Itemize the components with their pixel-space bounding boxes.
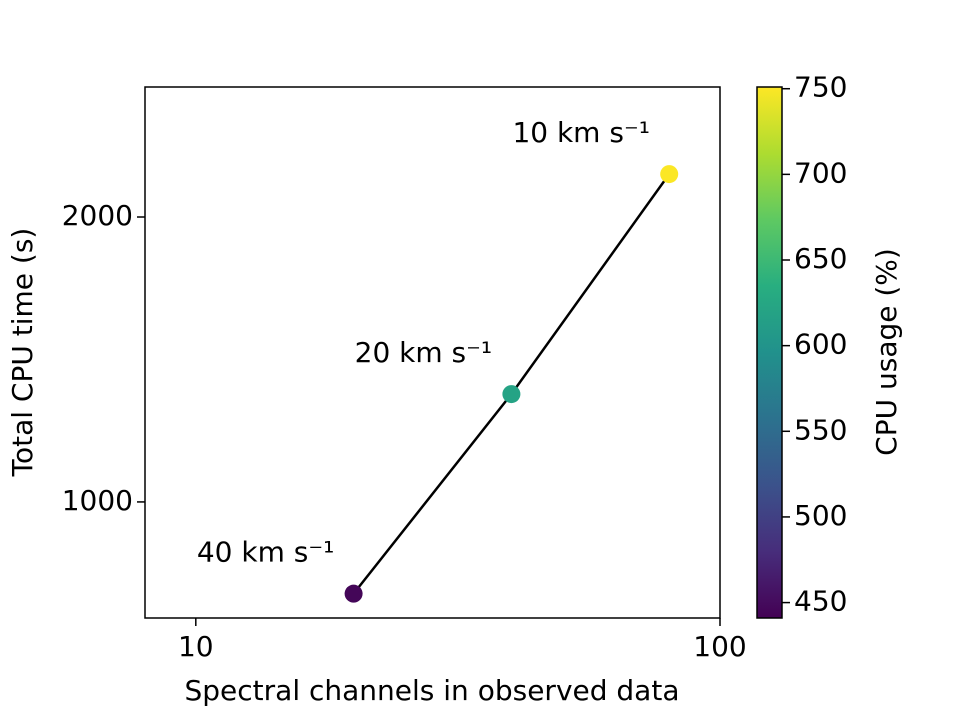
line xyxy=(352,173,671,595)
x-tick-label: 10 xyxy=(178,630,214,663)
annotation: 20 km s⁻¹ xyxy=(355,336,493,369)
colorbar-tick-label: 650 xyxy=(794,242,847,275)
annotation: 40 km s⁻¹ xyxy=(197,536,335,569)
y-axis-label: Total CPU time (s) xyxy=(6,228,39,478)
annotation: 10 km s⁻¹ xyxy=(512,116,650,149)
colorbar-tick-label: 600 xyxy=(794,328,847,361)
y-tick-label: 2000 xyxy=(62,199,133,232)
colorbar-tick-label: 500 xyxy=(794,499,847,532)
point xyxy=(344,584,363,603)
x-tick-label: 100 xyxy=(693,630,746,663)
point xyxy=(502,385,521,404)
x-axis-label: Spectral channels in observed data xyxy=(185,674,680,707)
colorbar-tick-label: 700 xyxy=(794,156,847,189)
colorbar-tick-label: 450 xyxy=(794,585,847,618)
colorbar-tick-label: 750 xyxy=(794,71,847,104)
colorbar-tick-label: 550 xyxy=(794,413,847,446)
colorbar-label: CPU usage (%) xyxy=(870,248,903,456)
point xyxy=(660,165,679,184)
plot-frame xyxy=(144,86,721,619)
colorbar xyxy=(756,86,783,619)
y-tick-label: 1000 xyxy=(62,484,133,517)
